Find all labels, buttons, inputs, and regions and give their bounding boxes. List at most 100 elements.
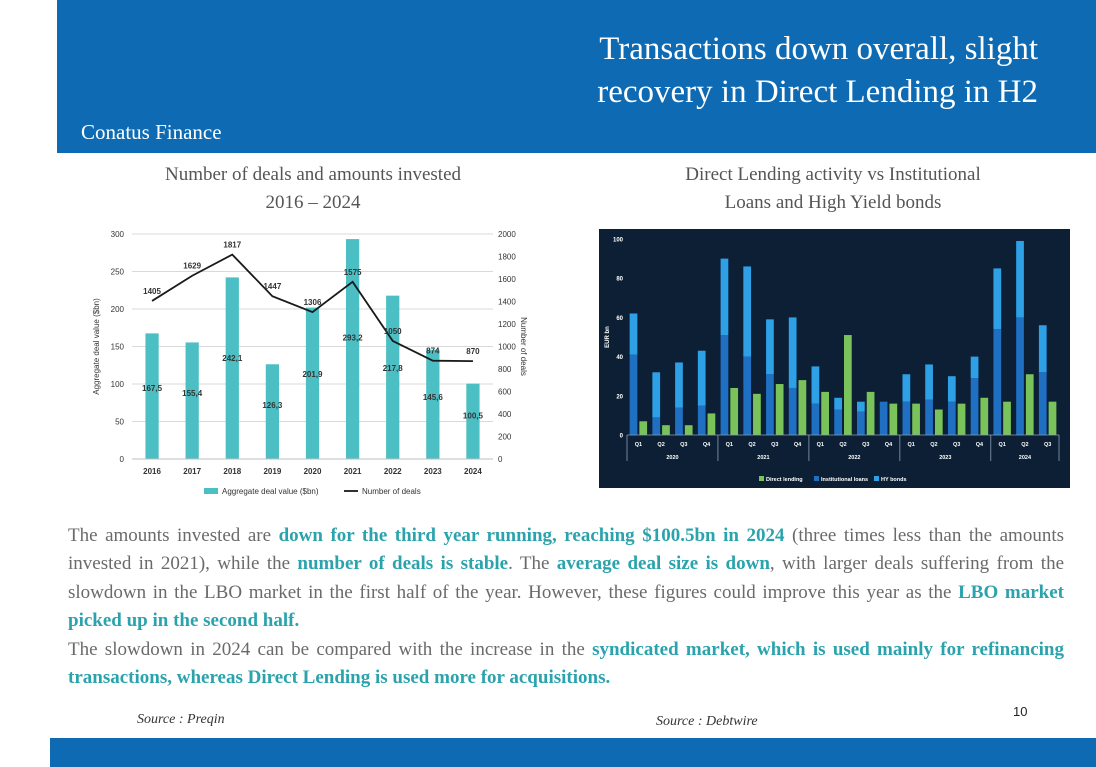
bar-direct-lending (662, 425, 670, 435)
bar-institutional-loans (902, 401, 911, 435)
bar (466, 383, 480, 459)
line-data-label: 1817 (223, 241, 241, 250)
bar-data-label: 155,4 (182, 389, 203, 398)
bar-institutional-loans (652, 417, 661, 435)
bar-hy-bonds (629, 313, 638, 355)
bar-hy-bonds (947, 376, 956, 402)
x-tick-label: Q2 (930, 442, 937, 448)
bar-institutional-loans (766, 374, 774, 435)
body-run: The slowdown in 2024 can be compared wit… (68, 638, 593, 660)
highlight-text: LBO market picked up in the second half. (68, 581, 1064, 632)
legend-label: Direct lending (766, 477, 803, 483)
bar-data-label: 167,5 (142, 384, 163, 393)
x-tick-label: Q3 (1044, 442, 1051, 448)
bar-institutional-loans (1038, 372, 1047, 435)
y-tick-label: 20 (616, 394, 623, 400)
highlight-text: syndicated market, which is used mainly … (68, 638, 1064, 689)
x-tick-label: Q2 (1021, 442, 1028, 448)
year-label: 2023 (939, 455, 951, 461)
y2-tick-label: 2000 (498, 230, 516, 239)
x-tick-label: Q3 (862, 442, 869, 448)
bar (345, 239, 360, 459)
y2-tick-label: 600 (498, 388, 512, 397)
y2-tick-label: 200 (498, 433, 512, 442)
line-data-label: 1629 (183, 262, 201, 271)
deals-line (151, 253, 473, 363)
y-tick-label: 80 (616, 277, 623, 283)
year-label: 2020 (666, 455, 678, 461)
highlight-text: down for the third year running, reachin… (278, 525, 785, 546)
bar-hy-bonds (720, 258, 729, 336)
y-tick-label: 250 (111, 268, 125, 277)
bar-hy-bonds (766, 319, 774, 375)
x-tick-label: 2017 (183, 467, 201, 476)
bar-hy-bonds (652, 372, 661, 418)
bar-institutional-loans (970, 378, 979, 435)
legend-swatch-bar (204, 488, 218, 494)
bar (386, 295, 400, 459)
bar-institutional-loans (743, 356, 752, 435)
y2-tick-label: 1800 (498, 253, 516, 262)
chart2-title-line-2: Loans and High Yield bonds (724, 192, 942, 213)
bar-direct-lending (1025, 374, 1034, 435)
legend-swatch (759, 476, 764, 481)
bar-hy-bonds (902, 374, 911, 402)
legend-swatch (874, 476, 879, 481)
x-tick-label: Q2 (839, 442, 846, 448)
chart1-title-line-2: 2016 – 2024 (265, 192, 361, 213)
bar (225, 277, 239, 459)
bar-institutional-loans (811, 403, 820, 435)
bar (145, 333, 159, 459)
y-tick-label: 200 (111, 305, 125, 314)
bar-hy-bonds (811, 366, 820, 404)
y2-tick-label: 0 (498, 455, 503, 464)
y2-axis-label: Number of deals (519, 317, 528, 376)
y2-tick-label: 1600 (498, 275, 516, 284)
legend-swatch (814, 476, 819, 481)
y-tick-label: 40 (616, 355, 623, 361)
y-tick-label: 300 (111, 230, 125, 239)
bar-institutional-loans (1016, 317, 1024, 435)
paragraph-1: The amounts invested are down for the th… (68, 522, 1064, 636)
bar-direct-lending (1003, 401, 1011, 435)
bar-data-label: 201,9 (302, 370, 323, 379)
y2-tick-label: 400 (498, 410, 512, 419)
x-tick-label: Q1 (635, 442, 642, 448)
bar-hy-bonds (1016, 240, 1024, 318)
bar-hy-bonds (970, 356, 979, 379)
bar (426, 349, 440, 459)
source-right: Source : Debtwire (656, 714, 758, 729)
x-tick-label: Q4 (885, 442, 893, 448)
x-tick-label: Q4 (703, 442, 711, 448)
bar-institutional-loans (947, 401, 956, 435)
body-run: . The (508, 553, 557, 575)
brand-name: Conatus Finance (81, 120, 222, 144)
x-tick-label: 2019 (263, 467, 281, 476)
bar-direct-lending (821, 391, 829, 435)
bar-data-label: 293,2 (343, 333, 364, 342)
chart2-title: Direct Lending activity vs Institutional… (628, 161, 1038, 217)
title-line-1: Transactions down overall, slight (599, 31, 1038, 67)
line-data-label: 1050 (384, 327, 402, 336)
deals-and-amounts-chart: 0 50 100 150 200 250 300 0 200 400 600 800 1000 1200 1… (92, 230, 528, 496)
x-tick-label: 2020 (304, 467, 322, 476)
y2-tick-label: 1200 (498, 320, 516, 329)
chart2-title-line-1: Direct Lending activity vs Institutional (685, 164, 981, 185)
body-run: The amounts invested are (68, 525, 279, 546)
bar-institutional-loans (834, 409, 842, 435)
bar-hy-bonds (788, 317, 797, 388)
body-text: The amounts invested are down for the th… (68, 522, 1064, 692)
x-tick-label: Q3 (680, 442, 687, 448)
bar-direct-lending (957, 403, 966, 435)
x-tick-label: Q4 (976, 442, 984, 448)
y-tick-label: 50 (115, 418, 124, 427)
line-data-label: 1405 (143, 287, 161, 296)
header-banner: Transactions down overall, slight recove… (57, 0, 1096, 153)
bar-institutional-loans (857, 411, 865, 435)
bar-institutional-loans (675, 407, 683, 435)
bar-data-label: 217,8 (383, 364, 404, 373)
bar (305, 307, 320, 459)
bar-direct-lending (753, 393, 761, 435)
bar-hy-bonds (1038, 325, 1047, 373)
line-data-label: 874 (426, 347, 440, 356)
